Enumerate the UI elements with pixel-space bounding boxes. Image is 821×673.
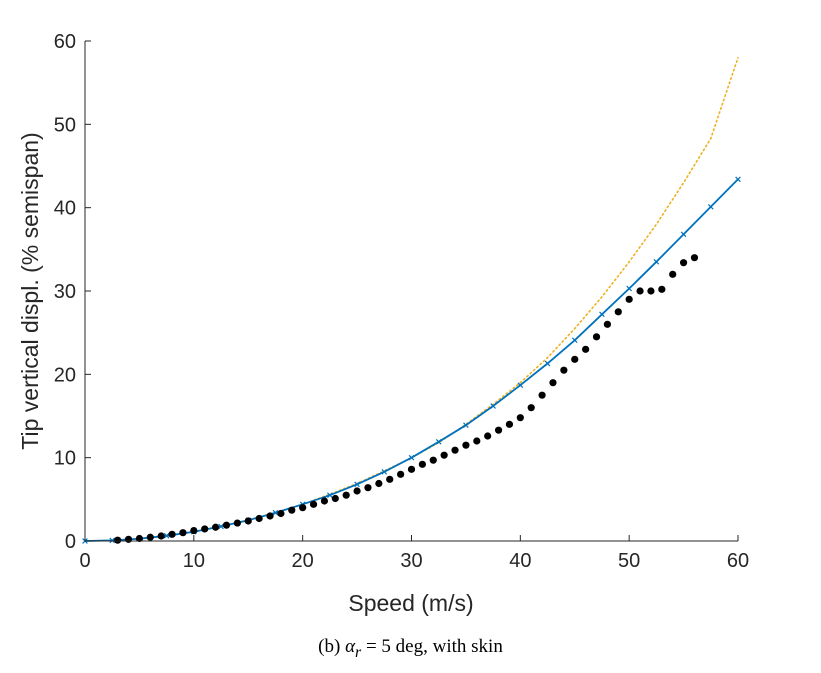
series-2-point-38 xyxy=(527,404,535,412)
series-1-marker-22 xyxy=(680,231,687,238)
series-2-point-21 xyxy=(342,491,350,499)
series-2-point-27 xyxy=(407,465,416,473)
series-2-point-46 xyxy=(614,308,622,316)
series-2-point-42 xyxy=(571,355,579,363)
caption-prefix: (b) xyxy=(318,636,346,657)
series-2-point-16 xyxy=(288,506,296,514)
series-2-point-9 xyxy=(212,523,220,531)
series-2-point-45 xyxy=(603,320,612,328)
series-1-marker-7 xyxy=(272,509,279,516)
series-2-point-3 xyxy=(146,533,154,541)
series-2-point-50 xyxy=(658,285,666,293)
series-2-point-22 xyxy=(353,487,361,495)
series-2-point-51 xyxy=(669,270,677,278)
x-axis-label: Speed (m/s) xyxy=(348,590,473,616)
series-2-point-20 xyxy=(331,494,339,503)
series-2-point-12 xyxy=(244,517,252,525)
caption-subscript: r xyxy=(355,643,362,661)
series-2-point-8 xyxy=(201,525,209,533)
x-tick-label-4: 40 xyxy=(509,550,531,572)
series-2-point-53 xyxy=(690,254,699,262)
series-2-point-40 xyxy=(549,379,557,387)
series-2-point-48 xyxy=(636,287,644,295)
series-2-point-49 xyxy=(647,287,655,295)
axes: 0 10 20 30 40 50 60 0 10 20 30 40 50 60 xyxy=(54,31,749,572)
series-1-marker-23 xyxy=(707,204,714,210)
series-1-marker-13 xyxy=(435,439,442,445)
x-tick-label-0: 0 xyxy=(79,550,90,572)
series-2-point-30 xyxy=(440,451,448,459)
caption-symbol: α xyxy=(345,636,356,657)
series-1-marker-5 xyxy=(218,523,224,530)
x-tick-label-3: 30 xyxy=(400,550,422,572)
y-axis-label: Tip vertical displ. (% semispan) xyxy=(17,132,43,449)
series-2-point-6 xyxy=(179,529,187,537)
figure-caption: (b) αr = 5 deg, with skin xyxy=(0,636,821,662)
y-tick-label-4: 40 xyxy=(54,198,76,220)
y-tick-label-2: 20 xyxy=(54,364,76,386)
chart: 0 10 20 30 40 50 60 0 10 20 30 40 50 60 Speed (m/s) T… xyxy=(17,31,749,616)
series-2-point-28 xyxy=(418,460,426,468)
series-1-marker-14 xyxy=(463,422,469,428)
y-tick-label-0: 0 xyxy=(65,531,76,553)
series-1-marker-9 xyxy=(327,492,333,498)
series-2-point-31 xyxy=(451,446,459,454)
series-2-point-7 xyxy=(190,526,198,535)
series-1-marker-12 xyxy=(408,454,415,461)
x-tick-label-6: 60 xyxy=(727,550,749,572)
series-2-point-37 xyxy=(516,414,524,422)
series-2-point-47 xyxy=(625,295,633,303)
series-1-marker-11 xyxy=(381,469,388,475)
series-2-point-19 xyxy=(320,497,329,505)
series-2-point-52 xyxy=(679,259,688,267)
series-2-point-18 xyxy=(309,500,318,508)
series-1-marker-15 xyxy=(490,403,496,409)
x-tick-label-5: 50 xyxy=(618,550,640,572)
plot-area xyxy=(82,56,741,544)
series-2-point-26 xyxy=(397,470,405,478)
series-2-point-0 xyxy=(114,536,122,544)
series-2-point-23 xyxy=(364,484,372,492)
series-1-marker-17 xyxy=(544,360,551,367)
series-2-point-10 xyxy=(222,521,231,529)
y-tick-label-6: 60 xyxy=(54,31,76,53)
series-1-marker-3 xyxy=(163,532,170,539)
series-1-marker-16 xyxy=(517,382,524,388)
series-1-line xyxy=(84,178,739,542)
series-1-marker-21 xyxy=(653,259,660,265)
series-2-point-2 xyxy=(135,534,144,543)
series-1-marker-24 xyxy=(735,176,741,183)
y-tick-label-5: 50 xyxy=(54,114,76,136)
series-2-point-43 xyxy=(582,345,590,353)
series-2-point-14 xyxy=(266,512,274,520)
x-tick-label-2: 20 xyxy=(292,550,314,572)
series-2-point-4 xyxy=(157,532,165,540)
series-2-point-24 xyxy=(375,479,383,488)
series-2-point-44 xyxy=(592,333,601,341)
series-2-point-15 xyxy=(277,509,285,518)
series-2-point-41 xyxy=(560,366,568,374)
series-2-point-35 xyxy=(494,426,503,434)
caption-rest: = 5 deg, with skin xyxy=(361,636,503,657)
series-2-point-32 xyxy=(462,441,470,449)
series-2-point-11 xyxy=(233,519,241,527)
series-2-point-36 xyxy=(505,420,514,428)
series-2-point-25 xyxy=(386,475,394,483)
series-1-marker-18 xyxy=(571,337,578,343)
series-2-point-17 xyxy=(299,504,307,512)
series-2-point-33 xyxy=(473,437,481,445)
series-1-marker-20 xyxy=(626,285,632,292)
series-2-point-1 xyxy=(124,535,133,543)
series-2-point-5 xyxy=(168,530,176,538)
x-tick-label-1: 10 xyxy=(183,550,205,572)
series-1-marker-10 xyxy=(354,481,360,488)
series-2-point-34 xyxy=(484,432,492,440)
series-1-marker-19 xyxy=(599,311,605,318)
series-1-marker-1 xyxy=(109,537,116,544)
y-tick-label-1: 10 xyxy=(54,448,76,470)
y-tick-label-3: 30 xyxy=(54,281,76,303)
series-2-point-13 xyxy=(255,514,263,523)
series-2-point-39 xyxy=(538,391,546,399)
series-2-point-29 xyxy=(429,456,437,464)
